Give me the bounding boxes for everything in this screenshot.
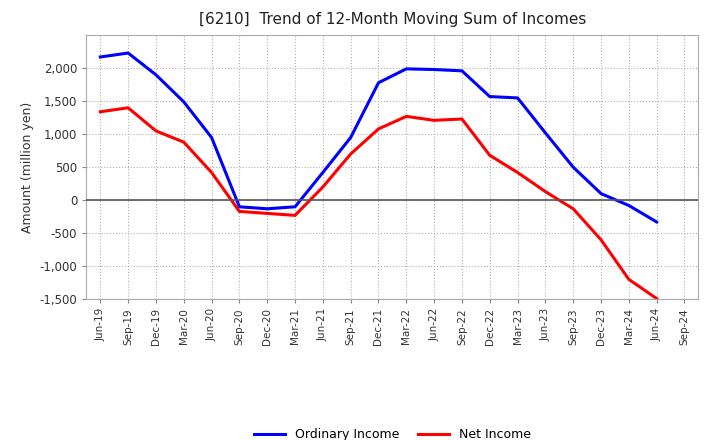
Ordinary Income: [207, 135, 216, 140]
Y-axis label: Amount (million yen): Amount (million yen): [21, 102, 34, 233]
Ordinary Income: [124, 50, 132, 55]
Ordinary Income: [485, 94, 494, 99]
Ordinary Income: [458, 68, 467, 73]
Net Income: [569, 206, 577, 212]
Ordinary Income: [263, 206, 271, 212]
Net Income: [624, 277, 633, 282]
Line: Net Income: Net Income: [100, 108, 657, 299]
Net Income: [235, 209, 243, 214]
Net Income: [485, 153, 494, 158]
Net Income: [207, 170, 216, 175]
Ordinary Income: [96, 54, 104, 59]
Ordinary Income: [152, 72, 161, 77]
Ordinary Income: [513, 95, 522, 100]
Ordinary Income: [597, 191, 606, 196]
Ordinary Income: [402, 66, 410, 71]
Net Income: [124, 105, 132, 110]
Legend: Ordinary Income, Net Income: Ordinary Income, Net Income: [248, 423, 536, 440]
Net Income: [597, 237, 606, 242]
Net Income: [652, 296, 661, 301]
Title: [6210]  Trend of 12-Month Moving Sum of Incomes: [6210] Trend of 12-Month Moving Sum of I…: [199, 12, 586, 27]
Net Income: [513, 170, 522, 175]
Net Income: [179, 139, 188, 145]
Net Income: [291, 213, 300, 218]
Ordinary Income: [374, 80, 383, 85]
Ordinary Income: [346, 135, 355, 140]
Net Income: [318, 184, 327, 190]
Ordinary Income: [541, 130, 550, 136]
Ordinary Income: [430, 67, 438, 72]
Ordinary Income: [652, 220, 661, 224]
Ordinary Income: [179, 99, 188, 104]
Net Income: [346, 151, 355, 157]
Net Income: [374, 126, 383, 132]
Ordinary Income: [291, 204, 300, 209]
Line: Ordinary Income: Ordinary Income: [100, 53, 657, 222]
Ordinary Income: [569, 165, 577, 170]
Net Income: [458, 116, 467, 121]
Ordinary Income: [235, 204, 243, 209]
Net Income: [402, 114, 410, 119]
Net Income: [430, 117, 438, 123]
Net Income: [263, 211, 271, 216]
Net Income: [96, 109, 104, 114]
Ordinary Income: [624, 203, 633, 208]
Ordinary Income: [318, 170, 327, 175]
Net Income: [541, 189, 550, 194]
Net Income: [152, 128, 161, 134]
